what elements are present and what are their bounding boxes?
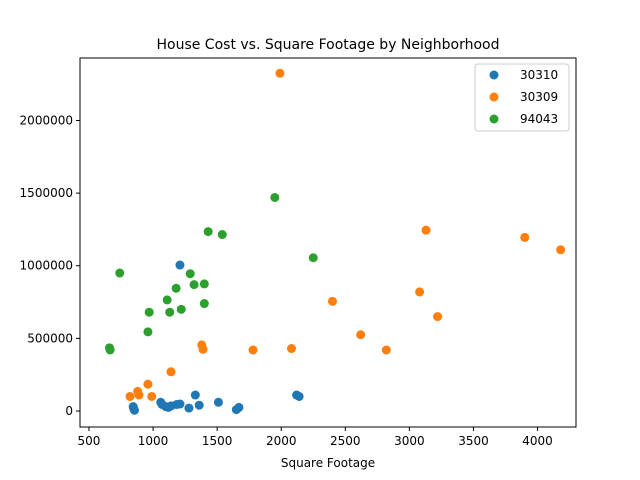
- data-point-94043: [105, 345, 115, 355]
- data-point-94043: [270, 192, 280, 202]
- data-point-30310: [184, 403, 194, 413]
- legend-label: 30309: [520, 90, 558, 104]
- x-tick-label: 2000: [266, 434, 297, 448]
- data-point-30310: [213, 397, 223, 407]
- data-point-94043: [189, 280, 199, 290]
- data-point-30309: [556, 245, 566, 255]
- x-axis: 500 1000 1500 2000 2500 3000 3500 4000: [78, 427, 553, 448]
- x-tick-label: 3000: [394, 434, 425, 448]
- data-point-94043: [115, 268, 125, 278]
- data-point-30309: [147, 391, 157, 401]
- data-point-30310: [175, 399, 185, 409]
- x-tick-label: 1500: [202, 434, 233, 448]
- y-tick-label: 1500000: [20, 186, 73, 200]
- data-point-30309: [143, 379, 153, 389]
- x-tick-label: 3500: [458, 434, 489, 448]
- y-tick-label: 2000000: [20, 113, 73, 127]
- y-tick-label: 1000000: [20, 259, 73, 273]
- plot-frame: [79, 57, 577, 428]
- data-point-30309: [415, 287, 425, 297]
- data-point-30309: [356, 330, 366, 340]
- data-point-94043: [144, 307, 154, 317]
- data-point-30310: [194, 400, 204, 410]
- data-point-30310: [190, 390, 200, 400]
- y-tick-label: 0: [65, 404, 73, 418]
- data-point-30309: [275, 68, 285, 78]
- data-point-30309: [520, 232, 530, 242]
- data-point-30309: [327, 296, 337, 306]
- data-point-30309: [125, 391, 135, 401]
- data-point-30309: [134, 390, 144, 400]
- data-point-30309: [433, 312, 443, 322]
- x-tick-label: 1000: [138, 434, 169, 448]
- legend-box: [474, 63, 570, 132]
- data-point-30309: [248, 345, 258, 355]
- legend: 30310 30309 94043: [474, 63, 570, 132]
- data-points: [104, 68, 566, 415]
- data-point-94043: [217, 230, 227, 240]
- x-axis-label: Square Footage: [281, 456, 375, 470]
- data-point-94043: [185, 269, 195, 279]
- data-point-94043: [199, 279, 209, 289]
- data-point-94043: [308, 253, 318, 263]
- legend-marker-30310: [489, 70, 499, 80]
- data-point-30310: [234, 402, 244, 412]
- x-tick-label: 2500: [330, 434, 361, 448]
- data-point-30309: [166, 367, 176, 377]
- legend-label: 30310: [520, 68, 558, 82]
- data-point-94043: [199, 299, 209, 309]
- data-point-30309: [198, 344, 208, 354]
- data-point-94043: [176, 304, 186, 314]
- data-point-30310: [175, 260, 185, 270]
- data-point-30309: [286, 344, 296, 354]
- legend-label: 94043: [520, 112, 558, 126]
- x-tick-label: 4000: [522, 434, 553, 448]
- data-point-30309: [421, 225, 431, 235]
- data-point-94043: [143, 327, 153, 337]
- chart-title: House Cost vs. Square Footage by Neighbo…: [156, 37, 499, 53]
- data-point-94043: [162, 295, 172, 305]
- data-point-30310: [294, 391, 304, 401]
- legend-marker-94043: [489, 114, 499, 124]
- y-axis: 0 500000 1000000 1500000 2000000: [20, 113, 80, 418]
- data-point-30309: [381, 345, 391, 355]
- y-tick-label: 500000: [27, 331, 73, 345]
- legend-marker-30309: [489, 92, 499, 102]
- data-point-94043: [165, 307, 175, 317]
- data-point-94043: [171, 283, 181, 293]
- x-tick-label: 500: [78, 434, 101, 448]
- data-point-94043: [203, 227, 213, 237]
- data-point-30310: [129, 405, 139, 415]
